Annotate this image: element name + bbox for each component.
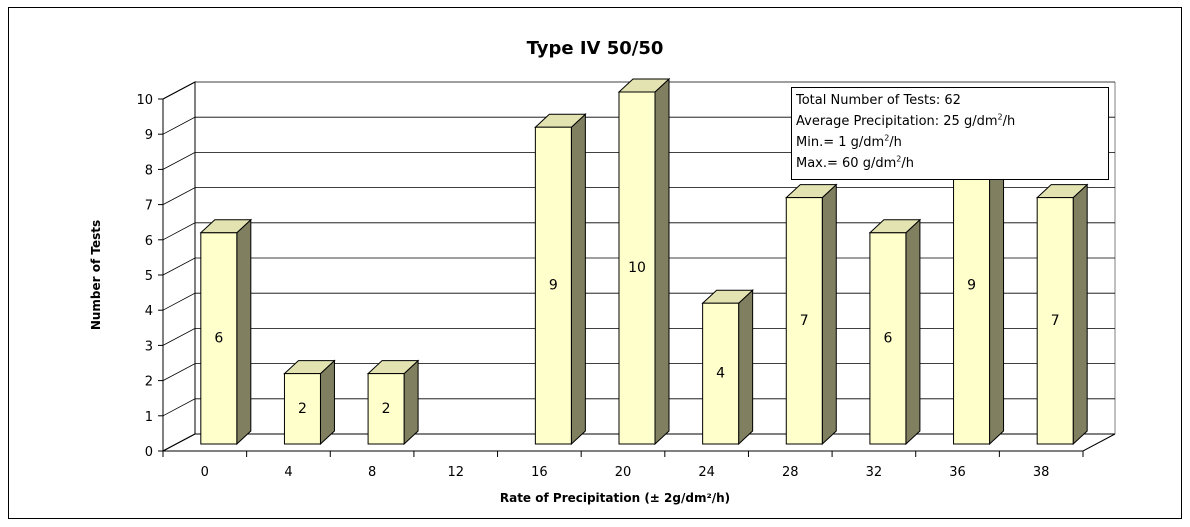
y-tick-label: 2 — [145, 375, 153, 390]
bar-side — [905, 218, 921, 446]
y-tick-label: 1 — [145, 410, 153, 425]
summary-max: Max.= 60 g/dm2/h — [796, 154, 914, 171]
bar-front — [618, 91, 656, 445]
y-tick-label: 4 — [145, 304, 153, 319]
bar-front — [1036, 197, 1074, 445]
bar-front — [534, 126, 572, 445]
y-tick-label: 6 — [145, 234, 153, 249]
y-tick-label: 8 — [145, 163, 153, 178]
x-tick-label: 12 — [447, 465, 464, 480]
bar-front — [785, 197, 823, 445]
bar-front — [283, 373, 321, 445]
bar — [952, 113, 1005, 446]
x-tick-label: 24 — [698, 465, 715, 480]
bar-side — [738, 289, 754, 446]
y-tick-label: 10 — [136, 93, 153, 108]
x-tick-label: 36 — [949, 465, 966, 480]
bar-front — [953, 126, 991, 445]
bar — [199, 218, 253, 446]
x-tick-label: 38 — [1033, 465, 1050, 480]
chart-frame — [8, 7, 1182, 519]
y-tick-label: 7 — [145, 199, 153, 214]
bar — [868, 218, 922, 446]
bar-front — [200, 232, 238, 445]
y-tick-label: 9 — [145, 128, 153, 143]
bar-front — [367, 373, 405, 445]
bar — [1035, 183, 1089, 446]
bar-side — [403, 359, 419, 446]
gridline — [162, 81, 1115, 100]
x-axis-title: Rate of Precipitation (± 2g/dm²/h) — [500, 491, 730, 505]
x-tick-label: 4 — [284, 465, 292, 480]
y-axis-title: Number of Tests — [89, 220, 103, 330]
data-label: 10 — [628, 260, 646, 276]
bar-side — [570, 113, 586, 446]
data-label: 7 — [1051, 313, 1060, 329]
data-label: 6 — [214, 330, 223, 346]
data-label: 9 — [967, 278, 976, 294]
bar — [283, 359, 336, 446]
data-label: 2 — [298, 401, 307, 417]
y-tick-label: 5 — [145, 269, 153, 284]
data-label: 7 — [800, 313, 809, 329]
bar — [784, 183, 838, 446]
data-label: 4 — [716, 366, 725, 382]
bar — [366, 359, 420, 446]
summary-box: Total Number of Tests: 62 Average Precip… — [791, 87, 1109, 180]
bar-front — [869, 232, 907, 445]
bar — [617, 77, 671, 446]
bar — [534, 113, 587, 446]
bar — [701, 289, 754, 446]
bar-side — [654, 77, 670, 446]
x-tick-label: 32 — [866, 465, 883, 480]
summary-total: Total Number of Tests: 62 — [796, 93, 961, 108]
x-tick-label: 20 — [615, 465, 632, 480]
y-tick-label: 3 — [145, 339, 153, 354]
chart-title: Type IV 50/50 — [527, 38, 664, 59]
data-label: 2 — [382, 401, 391, 417]
x-tick-label: 16 — [531, 465, 548, 480]
x-tick-label: 28 — [782, 465, 799, 480]
summary-min: Min.= 1 g/dm2/h — [796, 133, 902, 150]
bar-side — [821, 183, 837, 446]
x-tick-label: 8 — [368, 465, 376, 480]
data-label: 9 — [549, 278, 558, 294]
y-tick-label: 0 — [145, 445, 153, 460]
bar-side — [1072, 183, 1088, 446]
x-tick-label: 0 — [201, 465, 209, 480]
summary-average: Average Precipitation: 25 g/dm2/h — [796, 112, 1016, 129]
bar-side — [236, 218, 252, 446]
data-label: 6 — [883, 330, 892, 346]
bar-side — [319, 359, 335, 446]
bar-front — [702, 302, 740, 445]
